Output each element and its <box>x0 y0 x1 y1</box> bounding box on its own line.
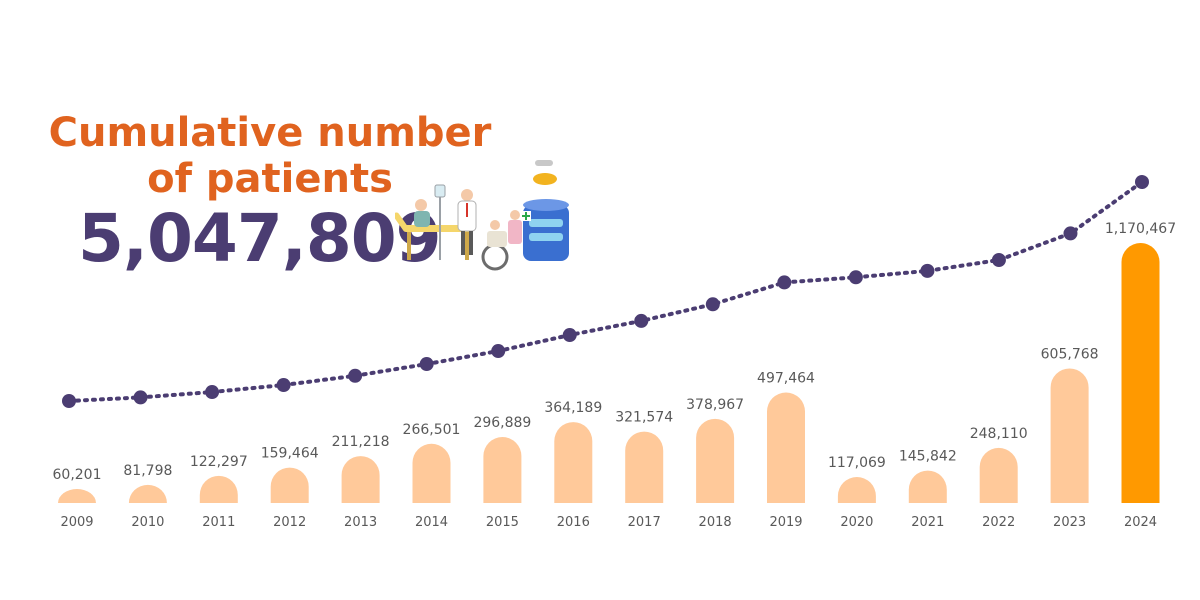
cumulative-point-2016 <box>562 328 577 343</box>
bar-2018 <box>696 418 735 503</box>
value-label-2016: 364,189 <box>544 400 602 416</box>
cumulative-point-2012 <box>276 378 291 393</box>
bar-2010 <box>128 484 167 503</box>
value-label-2024: 1,170,467 <box>1105 221 1176 237</box>
bar-2012 <box>270 467 309 503</box>
bar-2015 <box>483 437 522 503</box>
year-label-2010: 2010 <box>131 515 164 530</box>
year-label-2013: 2013 <box>344 515 377 530</box>
value-label-2014: 266,501 <box>403 422 461 438</box>
cumulative-point-2017 <box>634 313 649 328</box>
bar-2017 <box>625 431 664 503</box>
cumulative-point-2018 <box>705 297 720 312</box>
value-label-2019: 497,464 <box>757 370 815 386</box>
cumulative-point-2021 <box>920 263 935 278</box>
value-label-2023: 605,768 <box>1041 346 1099 362</box>
cumulative-point-2023 <box>1063 226 1078 241</box>
year-label-2023: 2023 <box>1053 515 1086 530</box>
chart-title-line-2: of patients <box>147 156 393 202</box>
cumulative-point-2015 <box>491 344 506 359</box>
year-label-2011: 2011 <box>202 515 235 530</box>
cumulative-point-2024 <box>1135 175 1149 189</box>
bar-2020 <box>837 476 876 503</box>
value-label-2022: 248,110 <box>970 426 1028 442</box>
chart-title: Cumulative number of patients <box>40 110 500 202</box>
cumulative-line <box>67 180 1144 403</box>
year-label-2019: 2019 <box>769 515 802 530</box>
cumulative-point-2009 <box>62 394 76 408</box>
cumulative-point-2020 <box>848 270 863 285</box>
value-label-2015: 296,889 <box>473 415 531 431</box>
bar-2016 <box>554 422 593 503</box>
cumulative-point-2010 <box>133 390 148 405</box>
year-label-2012: 2012 <box>273 515 306 530</box>
value-label-2021: 145,842 <box>899 449 957 465</box>
chart-title-line-1: Cumulative number <box>48 110 492 156</box>
bar-2013 <box>341 456 380 503</box>
year-label-2014: 2014 <box>415 515 448 530</box>
value-label-2012: 159,464 <box>261 446 319 462</box>
medical-staff-patient-icon <box>395 160 569 271</box>
bar-2014 <box>412 443 451 503</box>
cumulative-point-2011 <box>205 385 220 400</box>
bar-2009 <box>58 489 96 503</box>
bar-2024 <box>1121 243 1160 503</box>
year-label-2022: 2022 <box>982 515 1015 530</box>
value-label-2017: 321,574 <box>615 410 673 426</box>
bar-2022 <box>979 447 1018 503</box>
year-label-2024: 2024 <box>1124 515 1157 530</box>
bar-2023 <box>1050 368 1089 503</box>
cumulative-point-2019 <box>777 275 792 290</box>
cumulative-point-2014 <box>419 357 434 372</box>
bar-2021 <box>908 470 947 503</box>
value-label-2013: 211,218 <box>332 434 390 450</box>
bar-2011 <box>199 475 238 503</box>
value-label-2009: 60,201 <box>53 467 102 483</box>
cumulative-point-2013 <box>348 368 363 383</box>
year-label-2017: 2017 <box>628 515 661 530</box>
year-label-2015: 2015 <box>486 515 519 530</box>
year-label-2016: 2016 <box>557 515 590 530</box>
value-label-2018: 378,967 <box>686 397 744 413</box>
total-patients-value: 5,047,809 <box>78 200 442 277</box>
year-label-2009: 2009 <box>60 515 93 530</box>
cumulative-point-2022 <box>991 252 1006 267</box>
year-label-2020: 2020 <box>840 515 873 530</box>
bar-2019 <box>767 392 805 503</box>
year-label-2021: 2021 <box>911 515 944 530</box>
year-label-2018: 2018 <box>699 515 732 530</box>
value-label-2011: 122,297 <box>190 454 248 470</box>
value-label-2020: 117,069 <box>828 455 886 471</box>
value-label-2010: 81,798 <box>123 463 172 479</box>
